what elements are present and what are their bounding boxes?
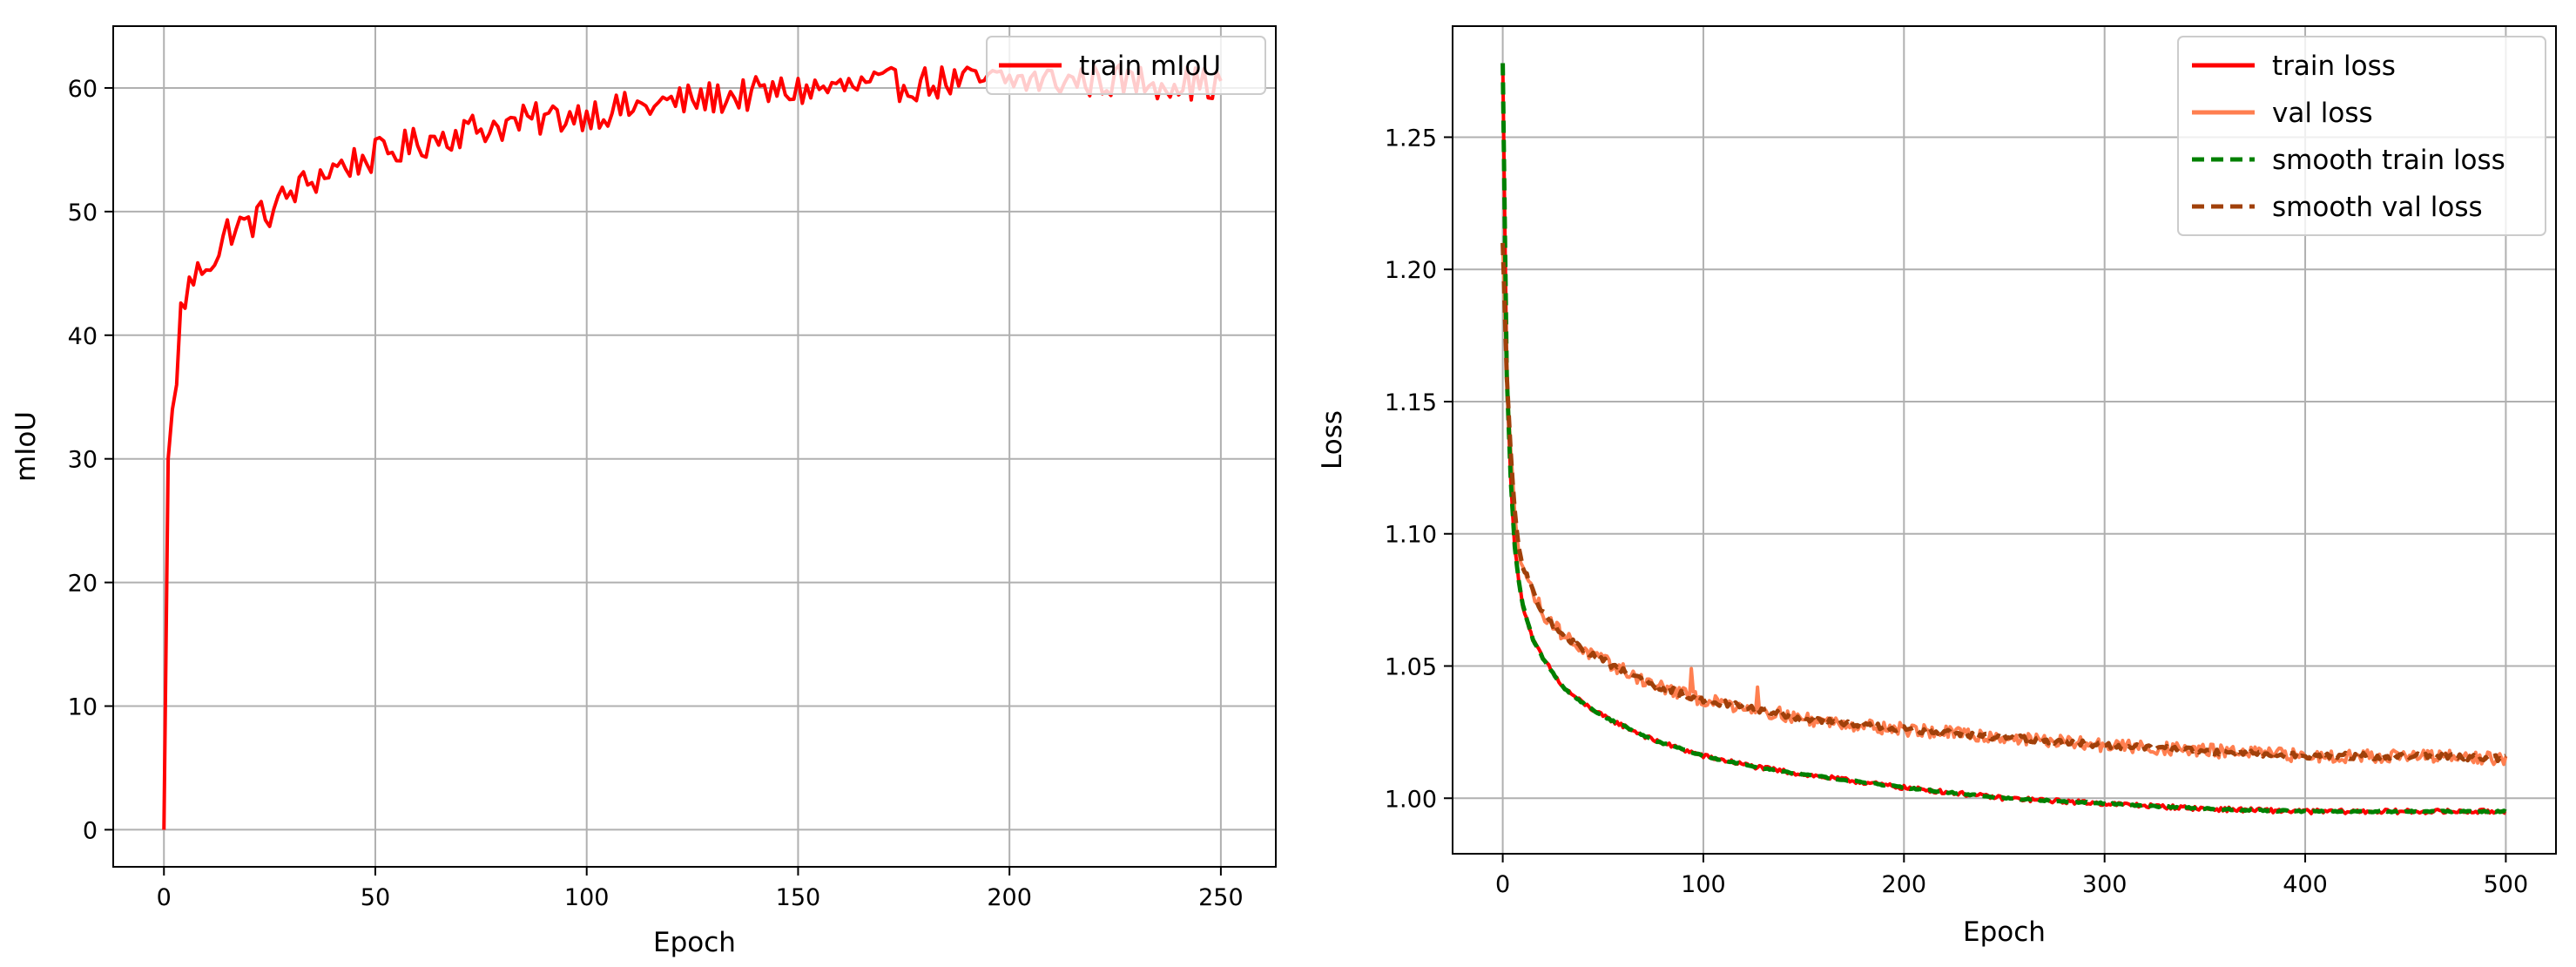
x-tick-label: 100: [564, 884, 610, 911]
miou-y-axis-label: mIoU: [10, 411, 42, 482]
legend-label: val loss: [2272, 98, 2373, 129]
x-tick-label: 250: [1198, 884, 1244, 911]
legend-label: train mIoU: [1079, 51, 1221, 82]
x-tick-label: 200: [1882, 871, 1927, 898]
x-tick-label: 400: [2283, 871, 2328, 898]
y-tick-label: 10: [68, 694, 98, 721]
miou-grid: [113, 26, 1276, 867]
loss-chart: 0 100 200 300 400 500 1.00 1.05 1.10 1.15 1.20 1.25…: [1317, 25, 2557, 948]
miou-x-axis-label: Epoch: [653, 927, 736, 958]
loss-plot-frame: [1452, 25, 2557, 855]
legend-box: [986, 36, 1266, 95]
miou-series: [162, 63, 1223, 830]
y-tick-label: 60: [68, 76, 98, 103]
x-tick-label: 300: [2082, 871, 2128, 898]
y-tick-label: 30: [68, 447, 98, 474]
x-tick-label: 500: [2484, 871, 2529, 898]
y-tick-label: 20: [68, 571, 98, 598]
legend-label: train loss: [2272, 51, 2396, 82]
legend-label: smooth train loss: [2272, 145, 2505, 176]
miou-ticks: 0 50 100 150 200 250 0 10 20 30 40 50 60: [68, 76, 1244, 911]
x-tick-label: 0: [157, 884, 172, 911]
miou-plot-frame: [112, 25, 1277, 868]
y-tick-label: 1.15: [1385, 389, 1437, 416]
y-tick-label: 1.25: [1385, 125, 1437, 152]
y-tick-label: 1.00: [1385, 786, 1437, 813]
x-tick-label: 50: [361, 884, 390, 911]
y-tick-label: 0: [83, 817, 98, 844]
loss-y-axis-label: Loss: [1317, 410, 1348, 470]
series-line-val-loss: [1500, 242, 2508, 767]
y-tick-label: 1.20: [1385, 257, 1437, 284]
miou-legend: train mIoU: [986, 36, 1266, 95]
x-tick-label: 100: [1681, 871, 1726, 898]
series-line-smooth-val-loss: [1500, 242, 2507, 763]
legend-label: smooth val loss: [2272, 192, 2483, 223]
x-tick-label: 150: [776, 884, 821, 911]
y-tick-label: 1.05: [1385, 654, 1437, 681]
series-line-train-mIoU: [162, 63, 1223, 830]
legend-box: [2177, 36, 2546, 236]
y-tick-label: 1.10: [1385, 522, 1437, 549]
y-tick-label: 40: [68, 323, 98, 350]
x-tick-label: 0: [1495, 871, 1510, 898]
series-line-smooth-train-loss: [1500, 63, 2507, 815]
x-tick-label: 200: [987, 884, 1032, 911]
y-tick-label: 50: [68, 199, 98, 227]
loss-ticks: 0 100 200 300 400 500 1.00 1.05 1.10 1.15 1.20 1.25: [1385, 125, 2528, 898]
loss-x-axis-label: Epoch: [1963, 916, 2046, 948]
loss-legend: train loss val loss smooth train loss smoot…: [2177, 36, 2546, 236]
loss-series: [1500, 63, 2508, 815]
